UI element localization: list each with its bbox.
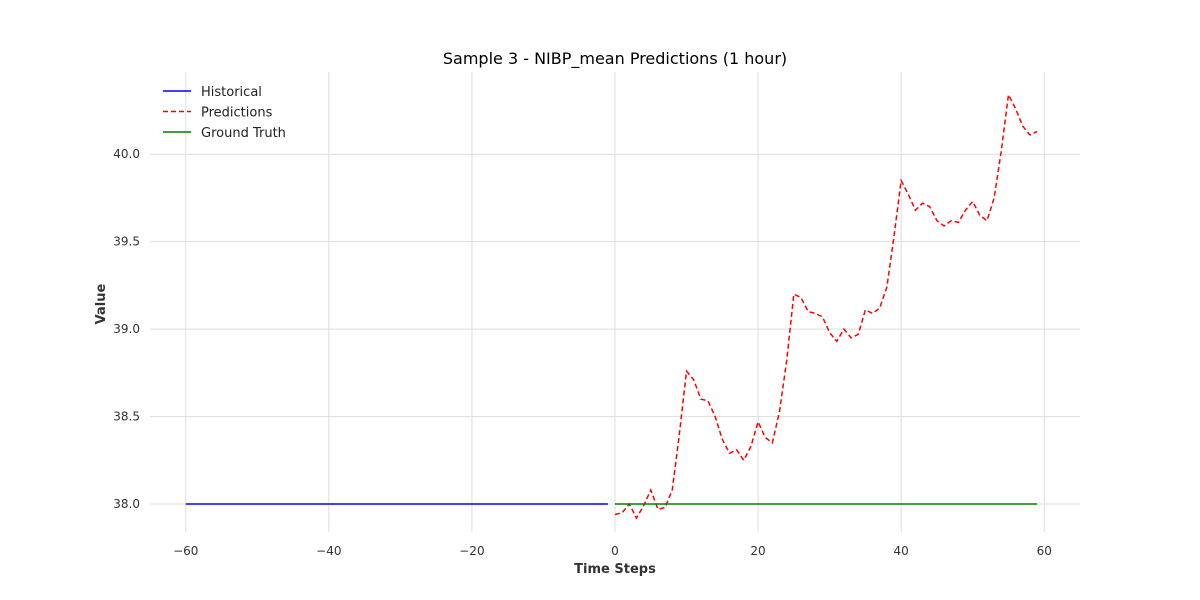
y-tick-labels: 38.0 38.5 39.0 39.5 40.0	[113, 147, 140, 511]
series-lines	[185, 92, 1038, 520]
x-tick-label: −20	[459, 544, 484, 558]
y-tick-label: 39.5	[113, 235, 140, 249]
x-tick-label: 0	[611, 544, 619, 558]
legend-entry: Ground Truth	[201, 126, 286, 141]
x-tick-label: −60	[173, 544, 198, 558]
legend-entry: Predictions	[201, 106, 273, 121]
chart-title: Sample 3 - NIBP_mean Predictions (1 hour…	[443, 49, 787, 69]
x-tick-label: 40	[894, 544, 909, 558]
y-axis-label: Value	[94, 283, 109, 324]
y-tick-label: 38.5	[113, 410, 140, 424]
y-tick-label: 39.0	[113, 322, 140, 336]
legend-entry: Historical	[201, 85, 262, 100]
y-tick-label: 40.0	[113, 147, 140, 161]
y-tick-label: 38.0	[113, 497, 140, 511]
x-tick-label: −40	[316, 544, 341, 558]
x-tick-label: 20	[750, 544, 765, 558]
x-tick-labels: −60 −40 −20 0 20 40 60	[173, 544, 1052, 558]
legend: Historical Predictions Ground Truth	[163, 85, 286, 141]
x-tick-label: 60	[1037, 544, 1052, 558]
series-line-predictions	[614, 92, 1038, 520]
x-axis-label: Time Steps	[574, 562, 656, 577]
grid-lines	[150, 72, 1080, 532]
